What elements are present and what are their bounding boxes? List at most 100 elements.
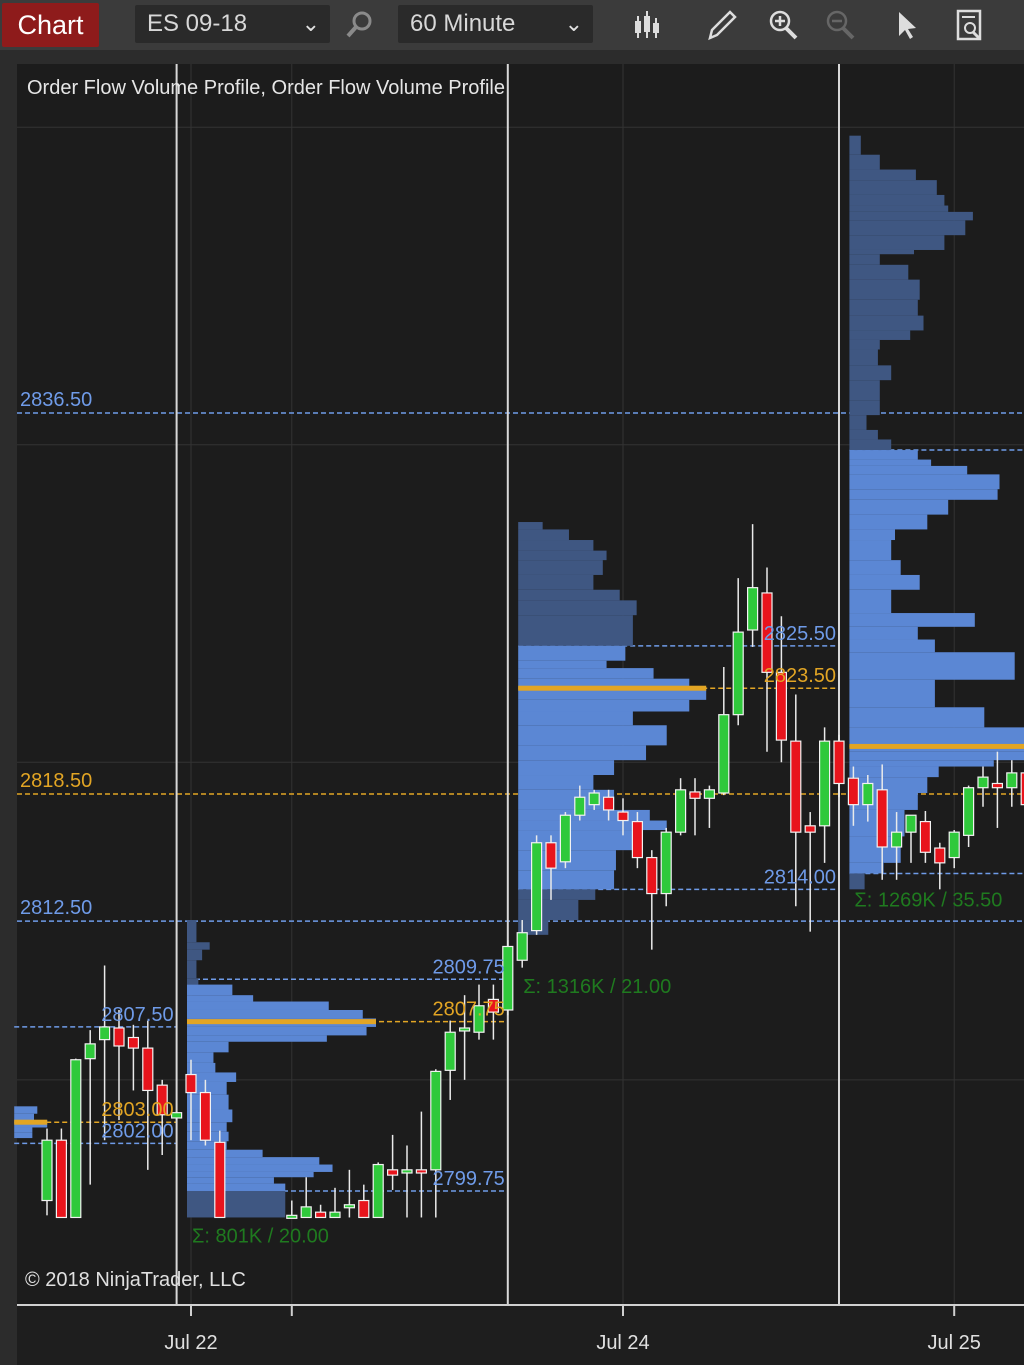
profile-level-bar xyxy=(849,613,975,627)
profile-level-bar xyxy=(187,1001,329,1010)
bar-type-icon[interactable] xyxy=(630,8,664,42)
profile-level-bar xyxy=(187,1177,274,1184)
candle-down xyxy=(127,1036,139,1049)
candle-down xyxy=(55,1139,68,1219)
profile-level-bar xyxy=(518,600,637,616)
profile-level-bar xyxy=(14,1113,34,1121)
candle-down xyxy=(358,1199,370,1219)
profile-level-bar xyxy=(187,978,199,985)
candle-up xyxy=(703,789,716,799)
profile-poc-bar xyxy=(187,1019,376,1025)
candle-down xyxy=(833,740,845,785)
zoom-in-icon[interactable] xyxy=(766,8,800,42)
candle-down xyxy=(775,671,788,741)
candle-up xyxy=(962,787,975,836)
profile-poc-bar xyxy=(14,1119,48,1125)
candle-up xyxy=(84,1043,96,1060)
profile-level-bar xyxy=(849,439,892,451)
profile-level-bar xyxy=(849,249,914,255)
candle-up xyxy=(948,831,960,859)
profile-vah-label: 2809.75 xyxy=(433,956,505,978)
chevron-down-icon: ⌄ xyxy=(564,11,583,36)
search-icon[interactable] xyxy=(343,8,377,42)
candle-down xyxy=(804,825,816,833)
toolbar: Chart ES 09-18 ⌄ 60 Minute ⌄ xyxy=(0,0,1024,50)
profile-level-bar xyxy=(849,180,937,195)
profile-level-bar xyxy=(14,1127,33,1133)
candle-up xyxy=(502,945,514,1011)
profile-level-bar xyxy=(187,942,210,950)
profile-level-bar xyxy=(187,949,203,961)
profile-level-bar xyxy=(518,745,647,761)
candle-up xyxy=(286,1214,298,1219)
profile-level-bar xyxy=(187,1035,327,1042)
zoom-out-icon[interactable] xyxy=(823,8,857,42)
profile-level-bar xyxy=(518,889,596,900)
candle-up xyxy=(818,740,831,827)
candle-up xyxy=(459,1027,471,1032)
profile-level-bar xyxy=(518,775,594,790)
pencil-icon[interactable] xyxy=(704,8,738,42)
candle-up xyxy=(905,814,917,833)
profile-level-bar xyxy=(187,1026,367,1036)
profile-level-bar xyxy=(849,450,918,460)
profile-level-bar xyxy=(187,920,197,943)
candle-down xyxy=(142,1047,154,1092)
profile-level-bar xyxy=(187,960,197,979)
candle-down xyxy=(315,1211,327,1219)
profile-val-label: 2802.00 xyxy=(101,1120,173,1142)
candle-up xyxy=(862,782,874,806)
instrument-selector[interactable]: ES 09-18 ⌄ xyxy=(135,5,330,43)
candle-up xyxy=(516,932,528,961)
profile-level-bar xyxy=(849,751,1024,761)
profile-level-bar xyxy=(187,1183,286,1191)
data-box-icon[interactable] xyxy=(953,8,987,42)
candle-down xyxy=(761,592,773,673)
profile-level-bar xyxy=(518,699,690,712)
profile-level-bar xyxy=(849,365,892,381)
candle-up xyxy=(473,1005,485,1033)
profile-level-bar xyxy=(849,626,918,640)
profile-val-label: 2814.00 xyxy=(764,866,836,888)
profile-level-bar xyxy=(849,514,928,530)
time-tick-label: Jul 22 xyxy=(164,1332,217,1354)
profile-poc-label: 2807.75 xyxy=(433,999,505,1021)
profile-level-bar xyxy=(187,1052,214,1063)
profile-level-bar xyxy=(187,1141,227,1150)
chevron-down-icon: ⌄ xyxy=(301,11,320,36)
profile-level-bar xyxy=(849,679,935,708)
profile-level-bar xyxy=(518,668,654,679)
candle-up xyxy=(401,1169,413,1174)
profile-level-bar xyxy=(849,474,1000,490)
candle-up xyxy=(574,796,586,816)
candle-up xyxy=(343,1204,355,1209)
profile-level-bar xyxy=(849,760,994,767)
profile-level-bar xyxy=(518,550,607,561)
pointer-icon[interactable] xyxy=(890,8,924,42)
profile-level-bar xyxy=(849,766,939,778)
chart-title: Order Flow Volume Profile, Order Flow Vo… xyxy=(27,77,505,99)
candle-down xyxy=(934,847,946,864)
chart-menu-button[interactable]: Chart xyxy=(2,3,99,47)
profile-level-bar xyxy=(518,574,594,590)
horizontal-level-label: 2818.50 xyxy=(20,770,92,792)
candle-down xyxy=(487,998,499,1013)
candle-up xyxy=(329,1211,341,1219)
profile-level-bar xyxy=(849,380,880,401)
profile-level-bar xyxy=(518,711,633,726)
interval-selector[interactable]: 60 Minute ⌄ xyxy=(398,5,593,43)
profile-vah-label: 2825.50 xyxy=(764,623,836,645)
chart-canvas[interactable]: 2836.50 2818.50 2812.50 2807.50 2803.002802.… xyxy=(0,50,1024,1365)
profile-level-bar xyxy=(518,522,543,530)
candle-down xyxy=(156,1084,168,1116)
profile-level-bar xyxy=(518,660,607,669)
candle-up xyxy=(444,1031,456,1071)
profile-level-bar xyxy=(518,560,603,575)
profile-level-bar xyxy=(849,727,1024,746)
profile-level-bar xyxy=(849,499,949,515)
profile-level-bar xyxy=(849,560,901,575)
candle-down xyxy=(415,1169,427,1174)
profile-level-bar xyxy=(14,1132,33,1139)
profile-level-bar xyxy=(849,220,966,236)
candle-up xyxy=(588,792,600,806)
